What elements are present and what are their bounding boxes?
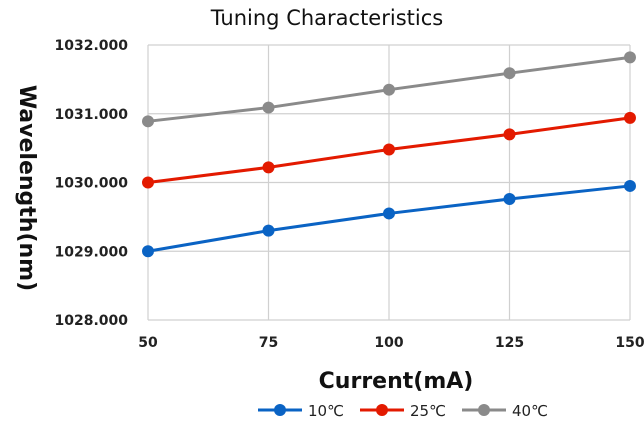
data-point bbox=[624, 111, 636, 124]
y-tick-label: 1030.000 bbox=[54, 176, 128, 192]
series-1 bbox=[142, 179, 636, 258]
data-point bbox=[383, 207, 395, 220]
legend: 10℃ 25℃ 40℃ bbox=[258, 402, 548, 420]
series-3 bbox=[142, 51, 636, 128]
y-axis-title: Wavelength(nm) bbox=[14, 85, 39, 291]
data-point bbox=[503, 193, 516, 205]
data-point bbox=[262, 101, 275, 114]
legend-label: 40℃ bbox=[512, 402, 548, 420]
data-point bbox=[142, 245, 154, 258]
data-series bbox=[142, 51, 636, 258]
chart-title: Tuning Characteristics bbox=[210, 6, 443, 30]
data-point bbox=[262, 161, 275, 174]
legend-swatch-marker bbox=[376, 404, 388, 416]
x-axis-title: Current(mA) bbox=[319, 369, 474, 394]
data-point bbox=[142, 176, 154, 189]
y-tick-label: 1031.000 bbox=[54, 107, 128, 123]
legend-swatch-marker bbox=[478, 404, 490, 416]
y-tick-label: 1029.000 bbox=[54, 244, 128, 260]
x-tick-label: 75 bbox=[259, 335, 278, 351]
data-point bbox=[624, 179, 636, 192]
x-axis-tick-labels: 50 75 100 125 150 bbox=[138, 335, 644, 351]
x-tick-label: 100 bbox=[374, 335, 403, 351]
x-tick-label: 125 bbox=[495, 335, 524, 351]
legend-item: 25℃ bbox=[360, 402, 446, 420]
legend-label: 10℃ bbox=[308, 402, 344, 420]
y-tick-label: 1028.000 bbox=[54, 313, 128, 329]
data-point bbox=[503, 67, 516, 80]
legend-item: 10℃ bbox=[258, 402, 344, 420]
data-point bbox=[503, 128, 516, 141]
series-2 bbox=[142, 111, 636, 189]
data-point bbox=[262, 224, 275, 237]
y-tick-label: 1032.000 bbox=[54, 38, 128, 54]
x-tick-label: 150 bbox=[615, 335, 644, 351]
data-point bbox=[383, 143, 395, 156]
legend-label: 25℃ bbox=[410, 402, 446, 420]
x-tick-label: 50 bbox=[138, 335, 158, 351]
data-point bbox=[383, 83, 395, 96]
data-point bbox=[624, 51, 636, 64]
legend-item: 40℃ bbox=[462, 402, 548, 420]
data-point bbox=[142, 115, 154, 128]
legend-swatch-marker bbox=[274, 404, 286, 416]
y-axis-tick-labels: 1028.000 1029.000 1030.000 1031.000 1032.000 bbox=[54, 38, 128, 329]
